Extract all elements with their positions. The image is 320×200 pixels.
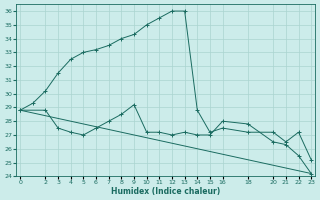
X-axis label: Humidex (Indice chaleur): Humidex (Indice chaleur) bbox=[111, 187, 220, 196]
